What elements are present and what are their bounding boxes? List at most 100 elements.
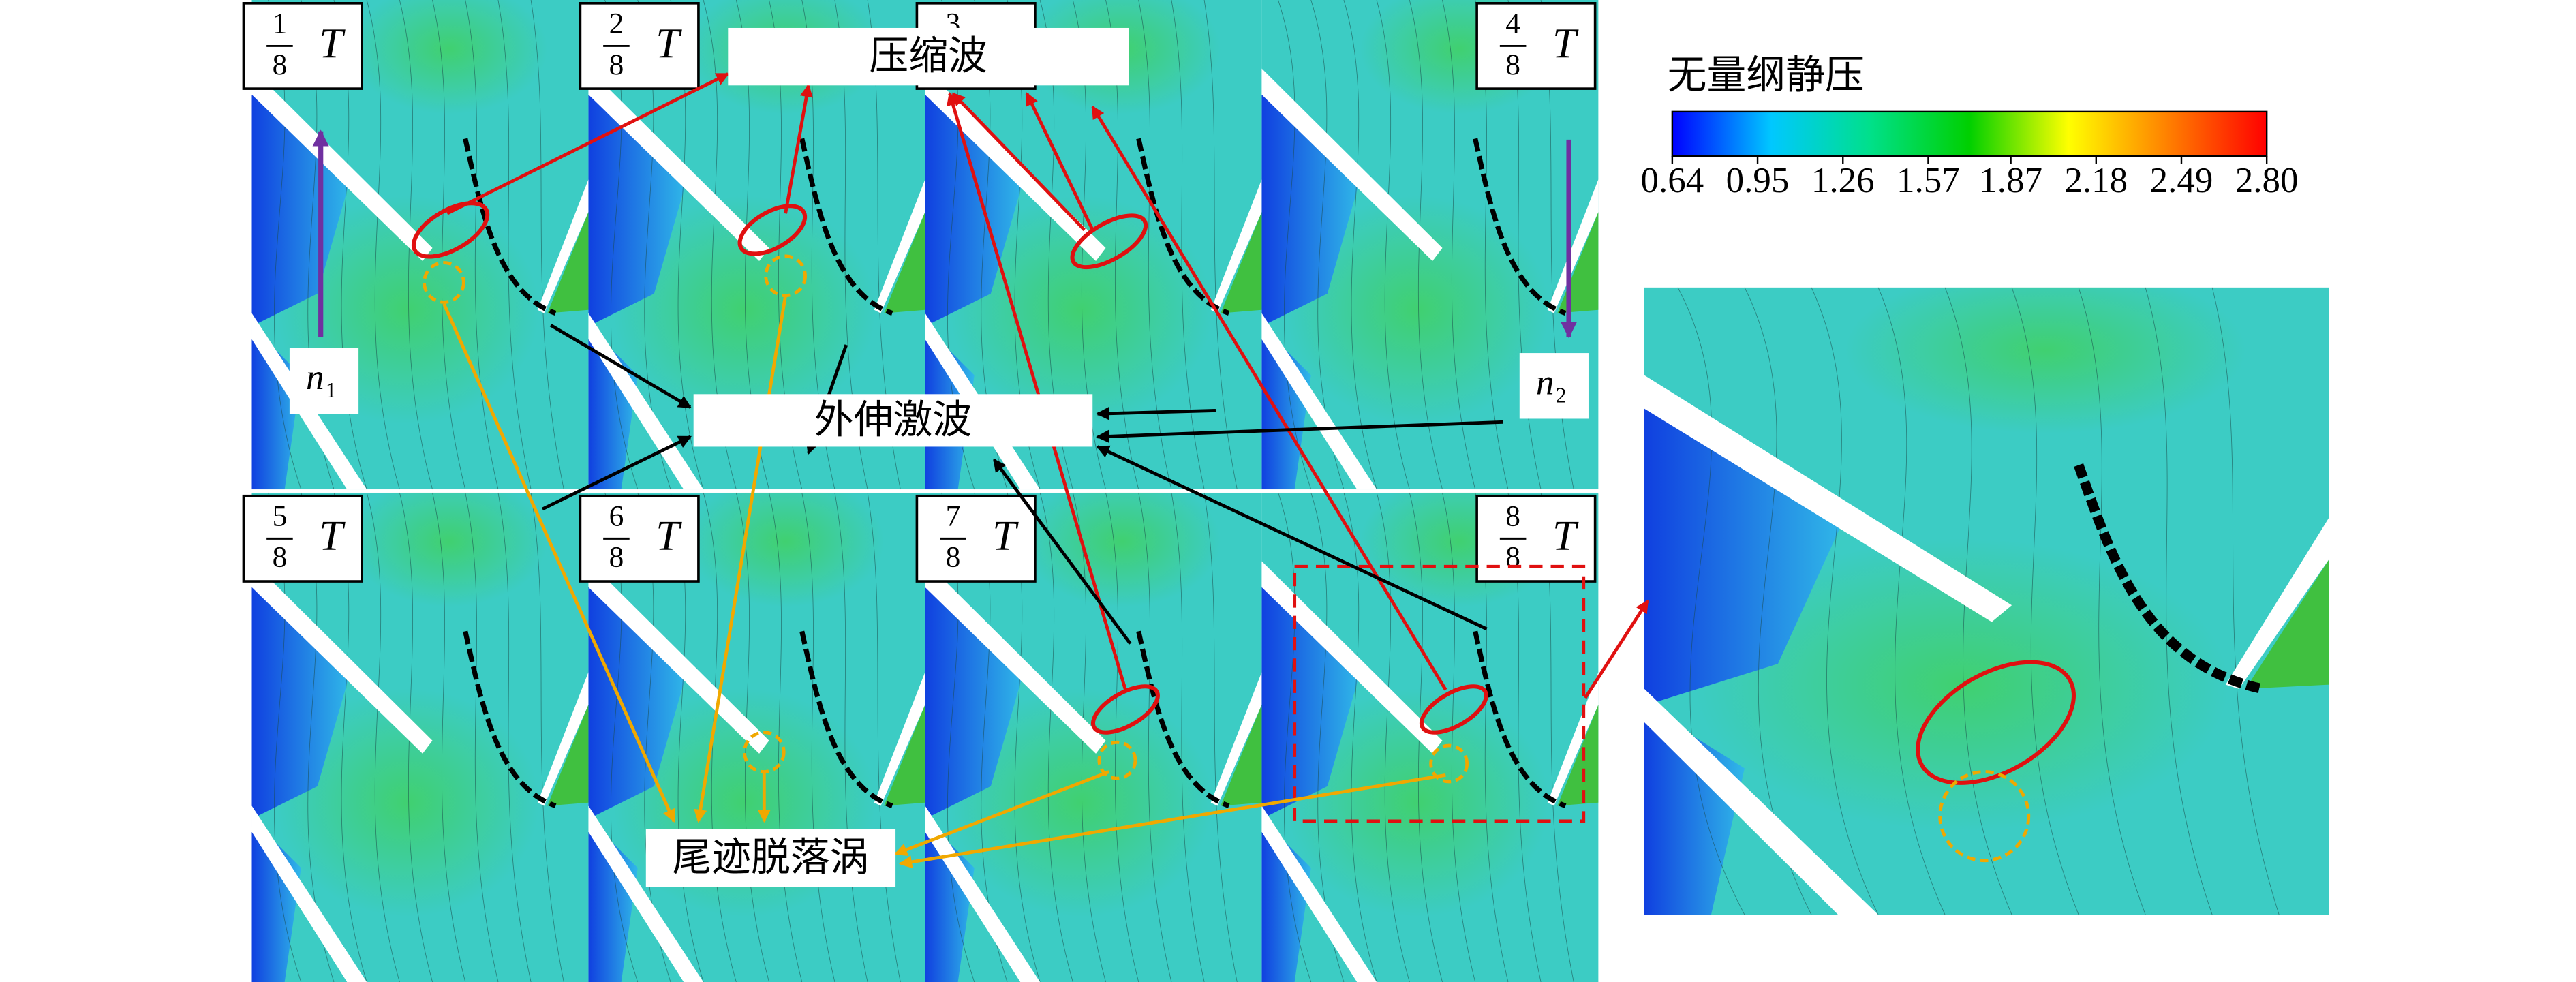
annotation-box — [645, 829, 896, 887]
colorbar-tick-label: 2.49 — [2150, 161, 2213, 200]
blade — [588, 68, 769, 261]
period-symbol: T — [656, 19, 682, 67]
low-pressure — [1644, 392, 1845, 706]
blade — [251, 68, 433, 261]
low-pressure — [588, 818, 638, 982]
low-pressure — [1261, 818, 1311, 982]
contour — [497, 492, 532, 982]
period-symbol: T — [319, 512, 346, 559]
contour — [867, 492, 901, 982]
contour — [801, 492, 835, 982]
arrow — [784, 83, 813, 214]
compression-region — [411, 201, 490, 259]
contour — [1442, 0, 1476, 490]
field — [1644, 287, 2329, 915]
contour — [1744, 287, 1812, 915]
colorbar-tick-label: 2.18 — [2064, 161, 2128, 200]
arrow — [1096, 445, 1488, 631]
rotation-subscript: 1 — [326, 378, 337, 402]
contour — [1278, 492, 1312, 982]
panel-label-box — [242, 2, 363, 90]
vortex-region — [764, 254, 807, 298]
fraction-numerator: 1 — [273, 7, 288, 40]
period-symbol: T — [992, 512, 1019, 559]
rotation-label-box — [1519, 353, 1589, 419]
blade — [251, 561, 433, 754]
contour — [834, 492, 868, 982]
low-pressure — [251, 81, 351, 326]
shock — [2074, 463, 2264, 694]
contour — [2078, 287, 2146, 915]
blade — [537, 179, 589, 313]
fraction-numerator: 4 — [1505, 7, 1520, 40]
field-patch — [1286, 196, 1550, 425]
blade — [1644, 375, 2012, 622]
field-patch — [949, 688, 1213, 917]
panel: 1 8 T — [242, 0, 589, 490]
low-pressure — [251, 818, 301, 982]
low-pressure — [251, 574, 351, 819]
contour — [432, 492, 466, 982]
arrow — [442, 303, 675, 823]
panel: 5 8 T — [242, 492, 589, 982]
fraction-denominator: 8 — [1505, 541, 1520, 574]
fraction-denominator: 8 — [273, 541, 288, 574]
shock — [1473, 138, 1567, 316]
blade — [874, 179, 925, 313]
colorbar-tick-label: 2.80 — [2235, 161, 2299, 200]
fraction-denominator: 8 — [609, 541, 624, 574]
period-symbol: T — [1552, 19, 1579, 67]
high-pressure — [884, 212, 925, 313]
fraction-denominator: 8 — [946, 541, 961, 574]
fraction-denominator: 8 — [609, 48, 624, 81]
contour — [769, 492, 803, 982]
low-pressure — [588, 326, 638, 490]
zoom-panel — [1644, 287, 2329, 915]
contour — [1376, 492, 1410, 982]
annotation-box — [728, 27, 1129, 86]
blade — [925, 68, 1106, 261]
contour — [2145, 287, 2213, 915]
field-patch — [949, 196, 1213, 425]
blade — [1261, 68, 1443, 261]
field-patch — [350, 492, 548, 607]
rotation-label-box — [289, 348, 359, 414]
high-pressure — [1557, 705, 1599, 806]
blade — [1210, 179, 1262, 313]
panel-label-box — [579, 494, 700, 583]
blade — [1261, 313, 1377, 490]
contour — [497, 0, 532, 490]
rotation-symbol: n — [1536, 363, 1554, 402]
high-pressure — [1221, 212, 1262, 313]
low-pressure — [925, 574, 1024, 819]
blade — [925, 805, 1041, 982]
low-pressure — [588, 81, 688, 326]
contour — [2011, 287, 2079, 915]
contour — [366, 492, 400, 982]
compression-region — [1916, 660, 2076, 785]
fraction-denominator: 8 — [1505, 48, 1520, 81]
shock — [799, 138, 893, 316]
arrow — [694, 295, 788, 823]
arrow — [549, 324, 692, 409]
compression-region — [1070, 213, 1148, 270]
panel-label-box — [1475, 2, 1597, 90]
contour — [465, 492, 499, 982]
contour — [1343, 492, 1377, 982]
arrow — [1096, 420, 1503, 443]
arrow — [1584, 599, 1649, 699]
panel-label-box — [579, 2, 700, 90]
fraction-denominator: 8 — [273, 48, 288, 81]
low-pressure — [588, 574, 688, 819]
contour — [1343, 0, 1377, 490]
fraction-numerator: 5 — [273, 500, 288, 532]
contour — [1138, 0, 1172, 490]
annotation-label: 压缩波 — [870, 33, 988, 79]
contour — [1310, 0, 1345, 490]
colorbar — [1671, 110, 2268, 157]
arrow — [898, 773, 1446, 869]
arrow — [893, 770, 1110, 856]
colorbar-title: 无量纲静压 — [1668, 51, 1865, 97]
field — [251, 492, 589, 982]
